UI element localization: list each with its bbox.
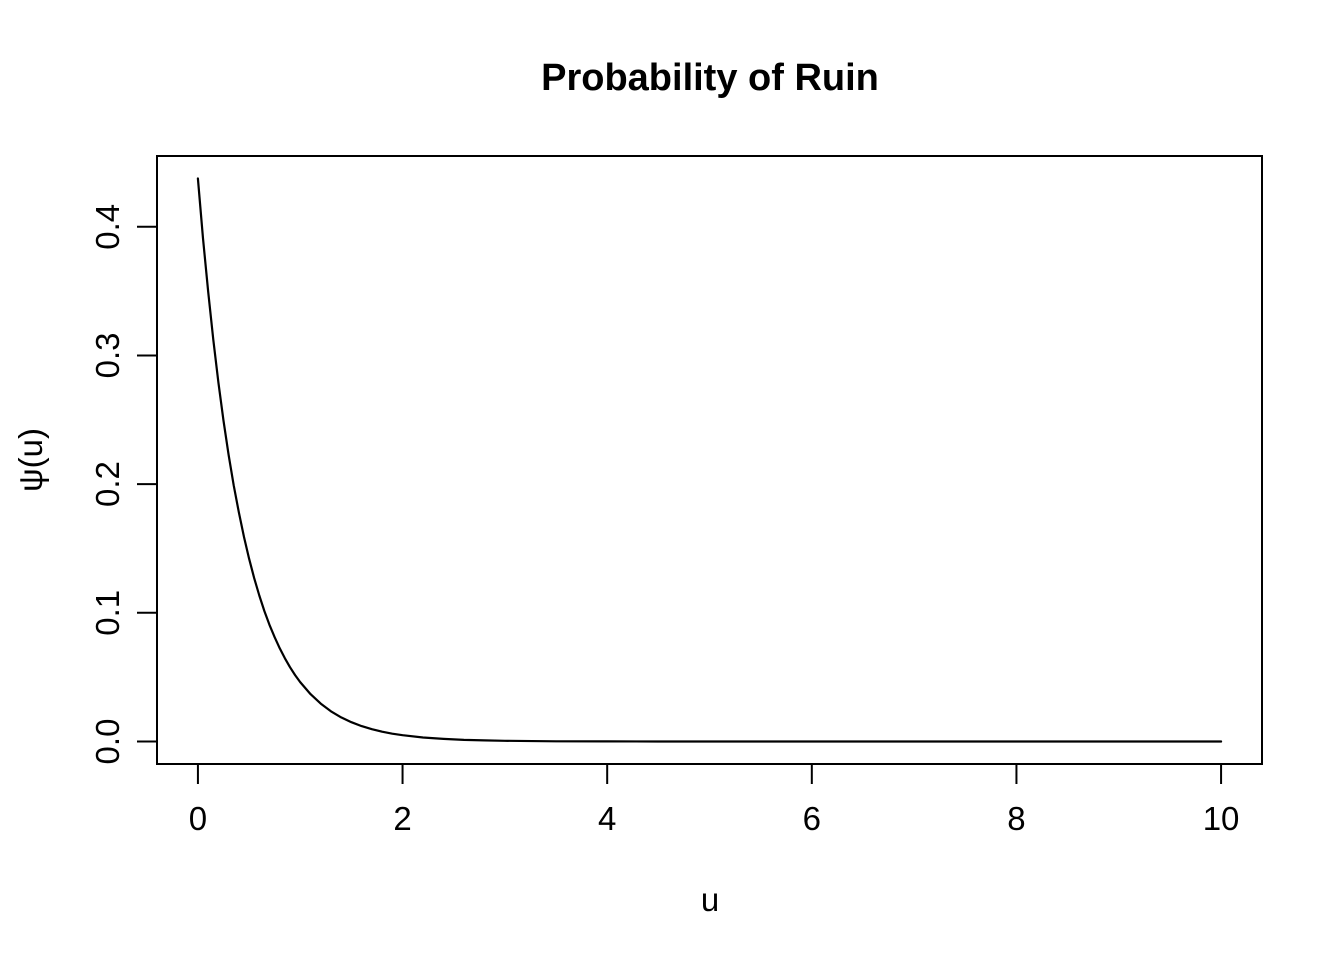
x-tick-label: 8 <box>1007 800 1025 837</box>
x-tick-label: 6 <box>803 800 821 837</box>
y-tick-label: 0.1 <box>89 590 126 636</box>
x-axis-label: u <box>701 881 719 918</box>
x-axis-ticks: 0 2 4 6 8 10 <box>189 764 1240 837</box>
y-axis-ticks: 0.0 0.1 0.2 0.3 0.4 <box>89 204 157 765</box>
y-tick-label: 0.2 <box>89 461 126 507</box>
x-tick-label: 0 <box>189 800 207 837</box>
y-axis-label: ψ(u) <box>12 428 49 492</box>
plot-title: Probability of Ruin <box>541 57 879 99</box>
ruin-curve <box>196 177 1223 743</box>
plot-box <box>156 155 1263 765</box>
y-tick-label: 0.0 <box>89 719 126 765</box>
x-tick-label: 10 <box>1203 800 1240 837</box>
y-tick-label: 0.3 <box>89 332 126 378</box>
x-tick-label: 4 <box>598 800 616 837</box>
x-tick-label: 2 <box>393 800 411 837</box>
y-tick-label: 0.4 <box>89 204 126 250</box>
